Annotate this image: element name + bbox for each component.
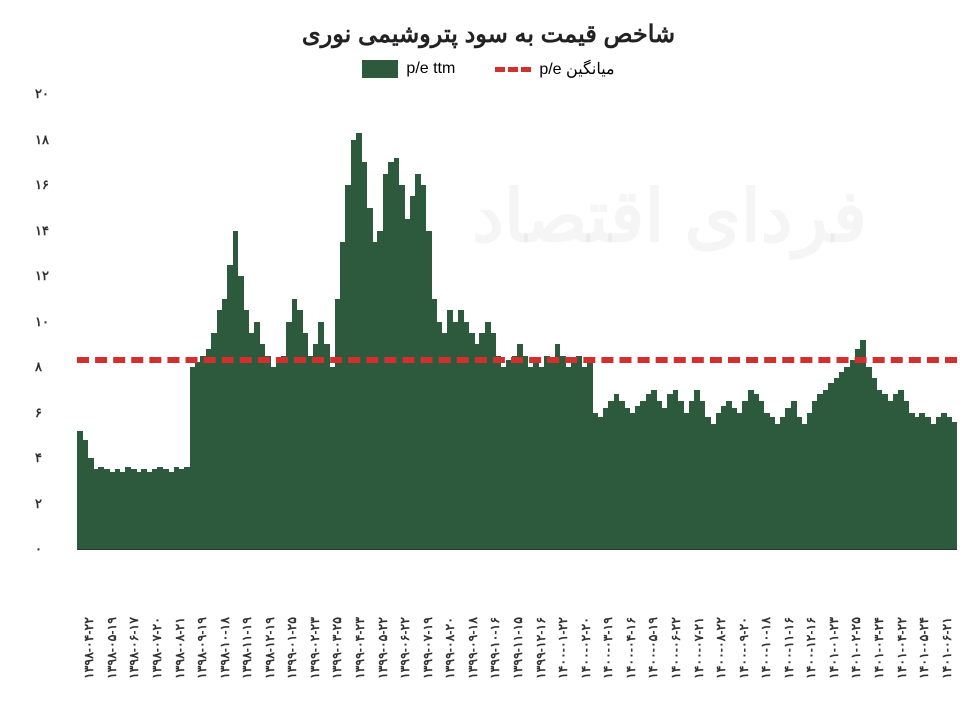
x-axis: ۱۳۹۸-۰۴-۲۲ ۱۳۹۸-۰۵-۱۹ ۱۳۹۸-۰۶-۱۷ ۱۳۹۸-۰۷-۲۰… <box>77 551 957 679</box>
x-tick-label: ۱۳۹۹-۱۰-۱۶ <box>487 617 502 679</box>
x-tick-label: ۱۳۹۸-۰۷-۲۰ <box>149 617 164 679</box>
y-tick-label: ۰ <box>35 541 73 557</box>
plot-area: فردای اقتصاد ۰۲۴۶۸۱۰۱۲۱۴۱۶۱۸۲۰ ۱۳۹۸-۰۴-۲… <box>77 94 957 550</box>
x-tick-label: ۱۴۰۰-۱۰-۱۸ <box>758 617 773 679</box>
x-tick-label: ۱۴۰۱-۰۱-۲۳ <box>826 617 841 679</box>
legend-swatch-area <box>362 60 398 78</box>
y-tick-label: ۸ <box>35 359 73 375</box>
x-tick-label: ۱۴۰۰-۰۳-۱۹ <box>600 617 615 679</box>
x-tick-label: ۱۴۰۰-۰۲-۲۰ <box>578 617 593 679</box>
x-tick-label: ۱۴۰۱-۰۵-۲۴ <box>916 617 931 679</box>
x-tick-label: ۱۴۰۰-۱۲-۱۶ <box>803 617 818 679</box>
x-tick-label: ۱۴۰۰-۰۸-۲۲ <box>713 617 728 679</box>
x-tick-label: ۱۳۹۸-۱۰-۱۸ <box>217 617 232 679</box>
x-tick-label: ۱۴۰۰-۰۱-۲۲ <box>555 617 570 679</box>
legend-item-avg: میانگین p/e <box>495 59 614 79</box>
area-bar <box>952 422 958 549</box>
x-tick-label: ۱۴۰۱-۰۴-۲۲ <box>894 617 909 679</box>
legend-label-avg: میانگین p/e <box>539 59 614 79</box>
avg-line <box>77 357 957 363</box>
chart-legend: میانگین p/e p/e ttm <box>20 59 957 79</box>
x-tick-label: ۱۴۰۰-۰۶-۲۲ <box>668 617 683 679</box>
x-tick-label: ۱۳۹۹-۱۲-۱۶ <box>533 617 548 679</box>
x-tick-label: ۱۳۹۹-۰۳-۲۵ <box>329 617 344 679</box>
y-tick-label: ۱۰ <box>35 314 73 330</box>
x-tick-label: ۱۳۹۸-۰۴-۲۲ <box>81 617 96 679</box>
x-tick-label: ۱۳۹۸-۰۹-۱۹ <box>194 617 209 679</box>
chart-title: شاخص قیمت به سود پتروشیمی نوری <box>20 20 957 49</box>
x-tick-label: ۱۳۹۹-۰۱-۲۵ <box>284 617 299 679</box>
x-tick-label: ۱۴۰۰-۰۵-۱۹ <box>645 617 660 679</box>
x-tick-label: ۱۴۰۱-۰۲-۲۵ <box>848 617 863 679</box>
pe-chart: شاخص قیمت به سود پتروشیمی نوری میانگین p… <box>20 20 957 689</box>
x-tick-label: ۱۳۹۹-۰۹-۱۸ <box>465 617 480 679</box>
x-tick-label: ۱۳۹۹-۰۸-۲۰ <box>442 617 457 679</box>
x-tick-label: ۱۳۹۸-۰۶-۱۷ <box>126 617 141 679</box>
y-tick-label: ۲۰ <box>35 86 73 102</box>
x-tick-label: ۱۴۰۱-۰۶-۲۱ <box>939 617 954 679</box>
y-tick-label: ۴ <box>35 450 73 466</box>
x-tick-label: ۱۳۹۸-۰۸-۲۱ <box>172 617 187 679</box>
x-tick-label: ۱۳۹۸-۱۱-۱۹ <box>239 617 254 679</box>
x-tick-label: ۱۳۹۹-۰۴-۲۳ <box>352 617 367 679</box>
x-tick-label: ۱۴۰۱-۰۳-۲۴ <box>871 617 886 679</box>
x-tick-label: ۱۳۹۹-۰۵-۲۲ <box>375 617 390 679</box>
x-tick-label: ۱۳۹۹-۰۷-۱۹ <box>420 617 435 679</box>
x-tick-label: ۱۳۹۹-۰۲-۲۳ <box>307 617 322 679</box>
x-tick-label: ۱۴۰۰-۰۹-۲۰ <box>736 617 751 679</box>
y-axis: ۰۲۴۶۸۱۰۱۲۱۴۱۶۱۸۲۰ <box>35 94 73 549</box>
y-tick-label: ۱۶ <box>35 177 73 193</box>
x-tick-label: ۱۴۰۰-۱۱-۱۶ <box>781 617 796 679</box>
legend-label-pe: p/e ttm <box>406 60 455 78</box>
y-tick-label: ۱۲ <box>35 268 73 284</box>
x-tick-label: ۱۳۹۸-۰۵-۱۹ <box>104 617 119 679</box>
x-tick-label: ۱۴۰۰-۰۷-۲۱ <box>691 617 706 679</box>
y-tick-label: ۶ <box>35 405 73 421</box>
watermark: فردای اقتصاد <box>472 174 867 258</box>
x-tick-label: ۱۳۹۹-۰۶-۲۲ <box>397 617 412 679</box>
x-tick-label: ۱۳۹۹-۱۱-۱۵ <box>510 617 525 679</box>
x-tick-label: ۱۳۹۸-۱۲-۱۹ <box>262 617 277 679</box>
legend-swatch-dash <box>495 67 531 72</box>
y-tick-label: ۱۸ <box>35 132 73 148</box>
legend-item-pe: p/e ttm <box>362 59 455 79</box>
y-tick-label: ۱۴ <box>35 223 73 239</box>
x-tick-label: ۱۴۰۰-۰۴-۱۶ <box>623 617 638 679</box>
y-tick-label: ۲ <box>35 496 73 512</box>
